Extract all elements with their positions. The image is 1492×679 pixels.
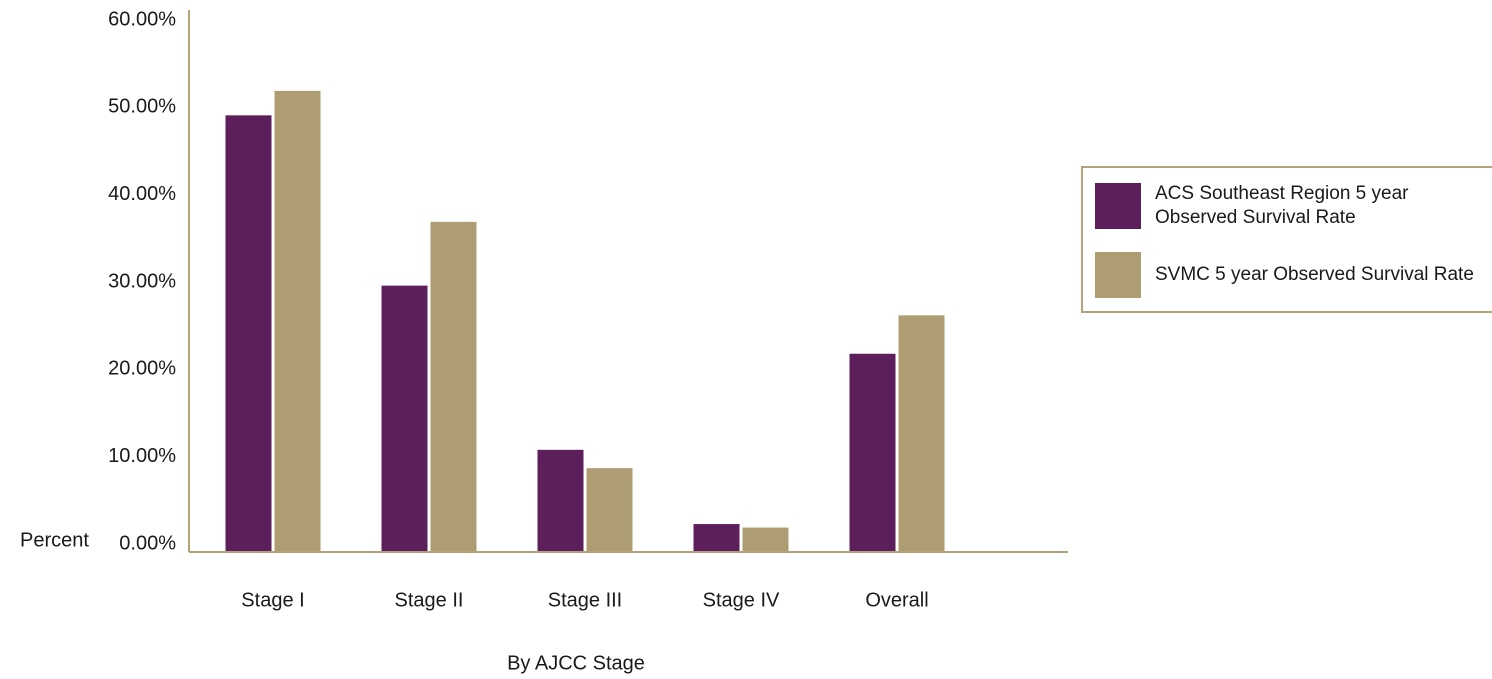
legend-swatch-acs (1095, 183, 1141, 229)
bar-acs-stage-ii (381, 285, 428, 552)
bar-acs-stage-iv (693, 524, 740, 552)
chart-legend: ACS Southeast Region 5 year Observed Sur… (1081, 166, 1492, 313)
bar-svmc-stage-ii (430, 221, 477, 552)
bar-acs-overall (849, 353, 896, 552)
bar-svmc-stage-iii (586, 468, 633, 552)
bar-svmc-stage-i (274, 90, 321, 552)
bar-acs-stage-iii (537, 449, 584, 552)
bar-acs-stage-i (225, 115, 272, 552)
y-tick-label: 30.00% (108, 270, 176, 292)
y-tick-label: 50.00% (108, 96, 176, 118)
y-tick-label: 20.00% (108, 358, 176, 380)
legend-item-svmc: SVMC 5 year Observed Survival Rate (1095, 252, 1485, 298)
y-tick-label: 60.00% (108, 8, 176, 30)
x-tick-label: Stage III (548, 589, 623, 611)
x-tick-label: Stage IV (703, 589, 780, 611)
y-tick-label: 10.00% (108, 445, 176, 467)
y-axis-ticks: 0.00% 10.00% 20.00% 30.00% 40.00% 50.00% 60.00… (108, 8, 176, 554)
x-axis-ticks: Stage I Stage II Stage III Stage IV Overall (241, 589, 928, 611)
y-tick-label: 0.00% (119, 532, 176, 554)
x-tick-label: Stage I (241, 589, 304, 611)
x-tick-label: Overall (865, 589, 928, 611)
y-axis-title: Percent (20, 529, 89, 551)
bar-svmc-stage-iv (742, 527, 789, 552)
legend-item-acs: ACS Southeast Region 5 year Observed Sur… (1095, 182, 1485, 230)
x-tick-label: Stage II (395, 589, 464, 611)
legend-label-svmc: SVMC 5 year Observed Survival Rate (1155, 264, 1474, 285)
bar-svmc-overall (898, 315, 945, 552)
y-tick-label: 40.00% (108, 183, 176, 205)
x-axis-title: By AJCC Stage (507, 652, 645, 674)
legend-swatch-svmc (1095, 252, 1141, 298)
legend-label-acs: ACS Southeast Region 5 year Observed Sur… (1155, 183, 1409, 228)
bars (225, 90, 945, 552)
